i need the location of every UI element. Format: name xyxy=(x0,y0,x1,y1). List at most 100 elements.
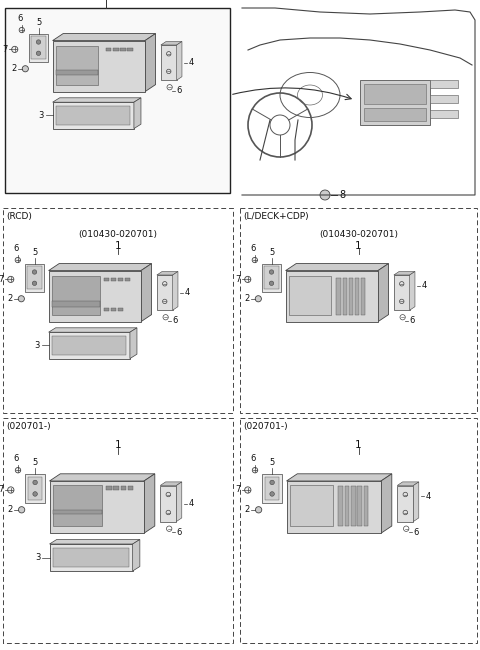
Polygon shape xyxy=(394,272,415,275)
Circle shape xyxy=(19,27,24,32)
Text: 4: 4 xyxy=(426,492,431,500)
Bar xyxy=(120,486,126,490)
Polygon shape xyxy=(381,474,392,533)
Polygon shape xyxy=(53,34,156,40)
Polygon shape xyxy=(409,272,415,310)
Bar xyxy=(53,485,102,526)
Text: 5: 5 xyxy=(33,458,38,467)
Text: 2: 2 xyxy=(244,294,250,304)
Bar xyxy=(52,335,126,355)
Circle shape xyxy=(270,480,275,485)
Text: 7: 7 xyxy=(0,275,4,284)
Bar xyxy=(25,263,44,292)
Bar xyxy=(355,278,360,315)
Circle shape xyxy=(269,270,274,274)
Polygon shape xyxy=(141,263,152,322)
Bar xyxy=(397,486,413,521)
Bar xyxy=(111,278,116,281)
Bar xyxy=(262,474,282,502)
Bar xyxy=(394,275,409,310)
Polygon shape xyxy=(160,482,182,486)
Polygon shape xyxy=(157,272,178,275)
Circle shape xyxy=(36,51,41,55)
Text: 2: 2 xyxy=(7,505,12,514)
Bar xyxy=(338,486,343,526)
Polygon shape xyxy=(287,474,392,481)
Polygon shape xyxy=(161,42,182,45)
Bar xyxy=(430,95,458,103)
Bar xyxy=(49,481,144,533)
Text: (010430-020701): (010430-020701) xyxy=(79,230,157,239)
Bar xyxy=(349,278,353,315)
Polygon shape xyxy=(397,482,419,486)
Bar xyxy=(240,418,477,643)
Text: 1: 1 xyxy=(355,241,362,251)
Bar xyxy=(53,547,129,567)
Text: 3: 3 xyxy=(35,341,40,350)
Text: 5: 5 xyxy=(32,248,37,257)
Polygon shape xyxy=(413,482,419,521)
Bar xyxy=(53,40,145,92)
Bar xyxy=(52,301,100,307)
Bar xyxy=(364,108,426,121)
Bar xyxy=(262,263,281,292)
Polygon shape xyxy=(134,98,141,129)
Bar xyxy=(104,278,109,281)
Text: 5: 5 xyxy=(269,248,274,257)
Polygon shape xyxy=(177,42,182,80)
Polygon shape xyxy=(49,540,140,544)
Bar xyxy=(157,275,173,310)
Text: 7: 7 xyxy=(235,275,240,284)
Bar xyxy=(358,486,362,526)
Bar xyxy=(28,476,42,500)
Bar xyxy=(3,208,233,413)
Circle shape xyxy=(245,276,251,283)
Text: 2: 2 xyxy=(7,294,12,304)
Circle shape xyxy=(320,190,330,200)
Text: 6: 6 xyxy=(13,244,19,253)
Bar xyxy=(430,110,458,118)
Bar xyxy=(29,34,48,62)
Circle shape xyxy=(8,487,14,493)
Bar xyxy=(53,102,134,129)
Text: (RCD): (RCD) xyxy=(6,212,32,221)
Bar xyxy=(53,510,102,514)
Circle shape xyxy=(269,281,274,285)
Circle shape xyxy=(32,270,36,274)
Text: 5: 5 xyxy=(269,458,275,467)
Bar xyxy=(120,47,126,51)
Bar xyxy=(3,418,233,643)
Circle shape xyxy=(22,66,28,72)
Bar xyxy=(351,486,356,526)
Bar xyxy=(113,486,119,490)
Bar xyxy=(52,276,100,315)
Circle shape xyxy=(33,491,37,496)
Bar xyxy=(56,46,98,84)
Polygon shape xyxy=(176,482,182,521)
Text: 1: 1 xyxy=(355,440,362,450)
Bar xyxy=(287,481,381,533)
Circle shape xyxy=(12,46,18,53)
Polygon shape xyxy=(53,98,141,102)
Text: 5: 5 xyxy=(36,18,41,27)
Bar xyxy=(289,276,331,315)
Bar xyxy=(56,106,131,125)
Circle shape xyxy=(252,257,257,263)
Bar xyxy=(264,266,278,289)
Text: 3: 3 xyxy=(38,111,44,120)
Bar xyxy=(361,278,365,315)
Circle shape xyxy=(15,257,21,263)
Text: (020701-): (020701-) xyxy=(6,422,50,431)
Text: 2: 2 xyxy=(244,505,250,514)
Bar xyxy=(364,486,368,526)
Bar xyxy=(104,307,109,311)
Bar xyxy=(127,47,132,51)
Text: 6: 6 xyxy=(413,528,419,537)
Bar xyxy=(56,70,98,75)
Bar xyxy=(336,278,341,315)
Text: (010430-020701): (010430-020701) xyxy=(319,230,398,239)
Bar xyxy=(345,486,349,526)
Circle shape xyxy=(8,276,14,283)
Bar xyxy=(364,84,426,104)
Text: 4: 4 xyxy=(189,499,194,508)
